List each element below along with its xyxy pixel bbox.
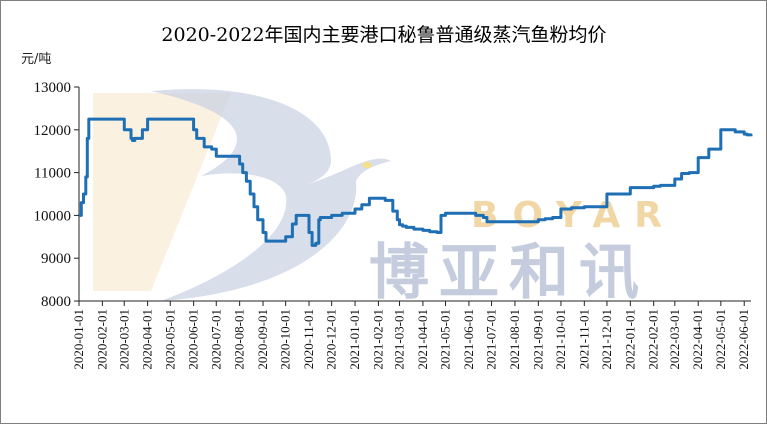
x-tick-label: 2022-04-01 bbox=[690, 309, 705, 370]
y-tick-label: 13000 bbox=[34, 80, 72, 96]
x-tick-label: 2021-03-01 bbox=[392, 309, 407, 370]
x-tick-label: 2022-05-01 bbox=[713, 309, 728, 370]
x-tick-label: 2020-04-01 bbox=[140, 309, 155, 370]
x-tick-label: 2021-08-01 bbox=[507, 309, 522, 370]
x-tick-label: 2021-05-01 bbox=[438, 309, 453, 370]
x-tick-label: 2021-12-01 bbox=[599, 309, 614, 370]
x-tick-label: 2021-10-01 bbox=[553, 309, 568, 370]
x-tick-label: 2020-03-01 bbox=[116, 309, 131, 370]
x-tick-label: 2021-02-01 bbox=[370, 309, 385, 370]
x-tick-label: 2021-11-01 bbox=[576, 309, 591, 369]
x-tick-label: 2022-01-01 bbox=[622, 309, 637, 370]
axes bbox=[78, 87, 751, 302]
price-series-line bbox=[79, 117, 753, 247]
x-tick-label: 2020-09-01 bbox=[255, 309, 270, 370]
watermark-cjk-text: 博亚和讯 bbox=[369, 238, 649, 308]
x-tick-label: 2020-05-01 bbox=[162, 309, 177, 370]
x-tick-label: 2020-01-01 bbox=[71, 309, 86, 370]
x-tick-label: 2020-11-01 bbox=[301, 309, 316, 369]
x-tick-label: 2021-04-01 bbox=[415, 309, 430, 370]
x-tick-label: 2022-02-01 bbox=[646, 309, 661, 370]
x-tick-label: 2020-10-01 bbox=[278, 309, 293, 370]
x-tick-label: 2020-02-01 bbox=[94, 309, 109, 370]
chart-title: 2020-2022年国内主要港口秘鲁普通级蒸汽鱼粉均价 bbox=[161, 24, 606, 46]
x-tick-label: 2021-01-01 bbox=[347, 309, 362, 370]
y-tick-label: 10000 bbox=[34, 208, 72, 224]
watermark-bird-shape bbox=[151, 89, 391, 301]
x-tick-label: 2020-07-01 bbox=[208, 309, 223, 370]
x-tick-label: 2020-08-01 bbox=[232, 309, 247, 370]
x-tick-label: 2022-06-01 bbox=[736, 309, 751, 370]
y-tick-label: 8000 bbox=[41, 294, 71, 310]
x-tick-label: 2021-09-01 bbox=[530, 309, 545, 370]
x-tick-label: 2020-12-01 bbox=[324, 309, 339, 370]
series-layer bbox=[79, 117, 753, 247]
x-axis-ticks: 2020-01-01 2020-02-01 2020-03-01 2020-04-01… bbox=[71, 301, 751, 370]
watermark-logo: BOYAR 博亚和讯 bbox=[93, 89, 676, 308]
y-tick-label: 12000 bbox=[34, 123, 72, 139]
x-tick-label: 2020-06-01 bbox=[186, 309, 201, 370]
watermark-stripes bbox=[93, 93, 231, 291]
x-tick-label: 2021-07-01 bbox=[484, 309, 499, 370]
watermark-latin-text: BOYAR bbox=[471, 195, 676, 236]
watermark-bird-eye bbox=[362, 162, 372, 168]
y-axis-unit-label: 元/吨 bbox=[21, 52, 51, 67]
y-tick-label: 11000 bbox=[34, 166, 71, 182]
y-axis-ticks: 8000 9000 10000 11000 12000 13000 bbox=[34, 80, 79, 310]
x-tick-label: 2022-03-01 bbox=[667, 309, 682, 370]
x-tick-label: 2021-06-01 bbox=[461, 309, 476, 370]
y-tick-label: 9000 bbox=[41, 251, 71, 267]
